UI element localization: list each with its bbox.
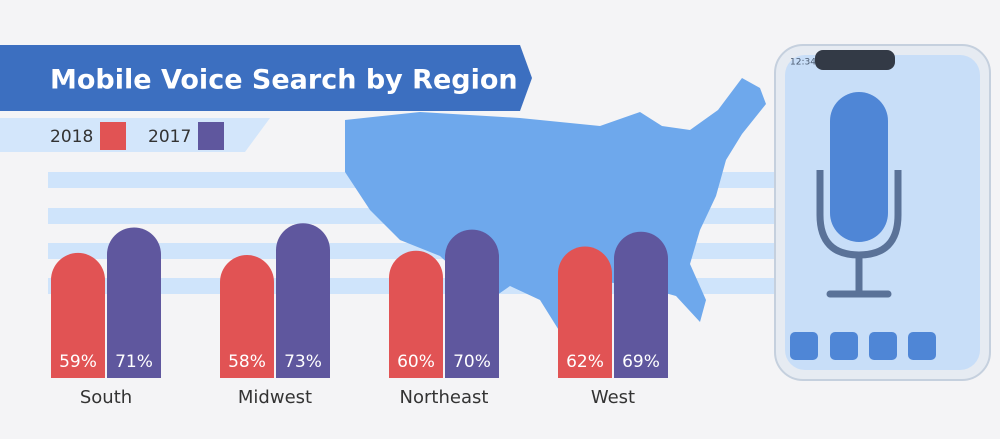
bar <box>614 231 668 378</box>
value-label: 59% <box>59 352 97 372</box>
mic-head <box>830 92 888 242</box>
legend-label: 2018 <box>50 127 93 147</box>
value-label: 62% <box>566 352 604 372</box>
phone-notch <box>815 50 895 70</box>
value-label: 71% <box>115 352 153 372</box>
app-icon <box>908 332 936 360</box>
app-icon <box>869 332 897 360</box>
app-icon <box>790 332 818 360</box>
legend-swatch <box>198 122 224 150</box>
bar <box>558 246 612 378</box>
value-label: 70% <box>453 352 491 372</box>
bar <box>276 223 330 378</box>
x-tick-label: West <box>591 387 635 408</box>
title-ribbon <box>0 45 532 111</box>
value-label: 73% <box>284 352 322 372</box>
x-tick-label: South <box>80 387 132 408</box>
value-label: 58% <box>228 352 266 372</box>
bar <box>389 250 443 378</box>
phone-time: 12:34 <box>790 58 816 68</box>
value-label: 69% <box>622 352 660 372</box>
value-label: 60% <box>397 352 435 372</box>
legend-band <box>0 118 270 152</box>
x-tick-label: Midwest <box>238 387 312 408</box>
bar <box>220 255 274 378</box>
legend-label: 2017 <box>148 127 191 147</box>
bar <box>445 229 499 378</box>
app-icon <box>830 332 858 360</box>
phone: 12:34 <box>774 44 991 381</box>
chart-title: Mobile Voice Search by Region <box>50 65 518 96</box>
bar <box>107 227 161 378</box>
legend-swatch <box>100 122 126 150</box>
bar <box>51 252 105 378</box>
x-tick-label: Northeast <box>400 387 489 408</box>
